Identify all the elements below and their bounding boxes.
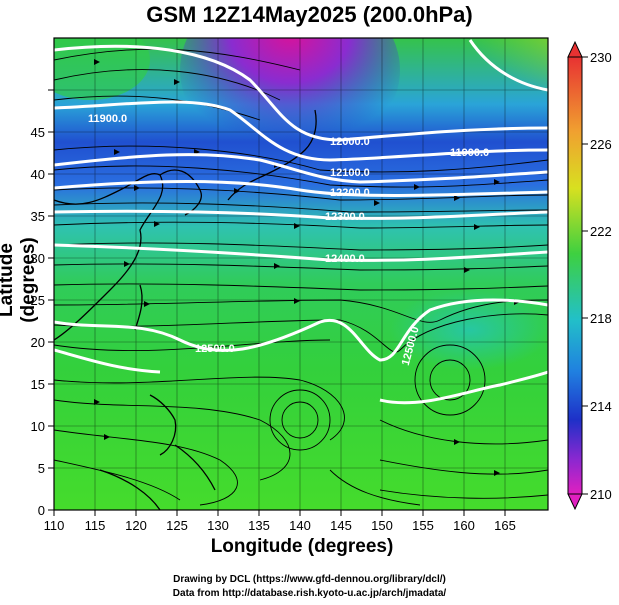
x-axis-label: Longitude (degrees) [210,536,394,557]
contour-label: 12100.0 [330,167,370,179]
contour-label: 12200.0 [330,187,370,199]
chart-title: GSM 12Z14May2025 (200.0hPa) [146,2,473,27]
colorbar-label: 214 [590,399,612,414]
y-tick-label: 5 [38,461,45,476]
x-tick-label: 145 [330,518,352,533]
colorbar-label: 222 [590,224,612,239]
x-tick-label: 160 [453,518,475,533]
contour-label: 12400.0 [325,253,365,265]
colorbar-label: 226 [590,137,612,152]
x-tick-label: 130 [207,518,229,533]
contour-label: 11900.0 [88,113,127,125]
credit-drawing: Drawing by DCL (https://www.gfd-dennou.o… [173,574,446,585]
y-tick-label: 40 [31,167,45,182]
y-tick-label: 45 [31,125,45,140]
x-tick-labels: 110 115 120 125 130 135 140 145 150 155 … [44,518,516,533]
x-tick-label: 155 [412,518,434,533]
colorbar-top-arrow [567,40,583,58]
y-tick-label: 25 [31,293,45,308]
contour-label: 11900.0 [450,147,489,159]
y-tick-label: 10 [31,419,45,434]
wind-arrows [94,59,520,476]
contour-label: 12500.0 [195,343,235,355]
colorbar-label: 218 [590,311,612,326]
colorbar-bar [567,56,583,495]
height-contours [54,39,548,405]
axis-ticks [48,89,506,516]
y-axis-label: Latitude (degrees) [0,237,39,323]
x-tick-label: 115 [85,518,106,533]
field-shading [54,38,548,510]
colorbar: 230 226 222 218 214 210 [567,40,612,511]
x-tick-label: 140 [289,518,311,533]
y-tick-label: 35 [31,209,45,224]
x-tick-label: 150 [371,518,393,533]
colorbar-label: 230 [590,50,612,65]
y-tick-label: 0 [38,503,45,518]
x-tick-label: 110 [44,518,65,533]
x-tick-label: 165 [494,518,516,533]
y-tick-labels: 0 5 10 15 20 25 30 35 40 45 [31,125,45,518]
x-tick-label: 120 [125,518,147,533]
contour-label: 12300.0 [325,211,365,223]
colorbar-label: 210 [590,487,612,502]
y-tick-label: 20 [31,335,45,350]
x-tick-label: 125 [166,518,188,533]
y-tick-label: 15 [31,377,45,392]
contour-label: 12000.0 [330,136,370,148]
colorbar-bottom-arrow [567,493,583,511]
y-tick-label: 30 [31,251,45,266]
contour-labels: 12000.0 11900.0 11900.0 12100.0 12200.0 … [88,113,489,367]
credit-data: Data from http://database.rish.kyoto-u.a… [172,588,447,599]
plot-frame [53,37,549,511]
x-tick-label: 135 [248,518,270,533]
